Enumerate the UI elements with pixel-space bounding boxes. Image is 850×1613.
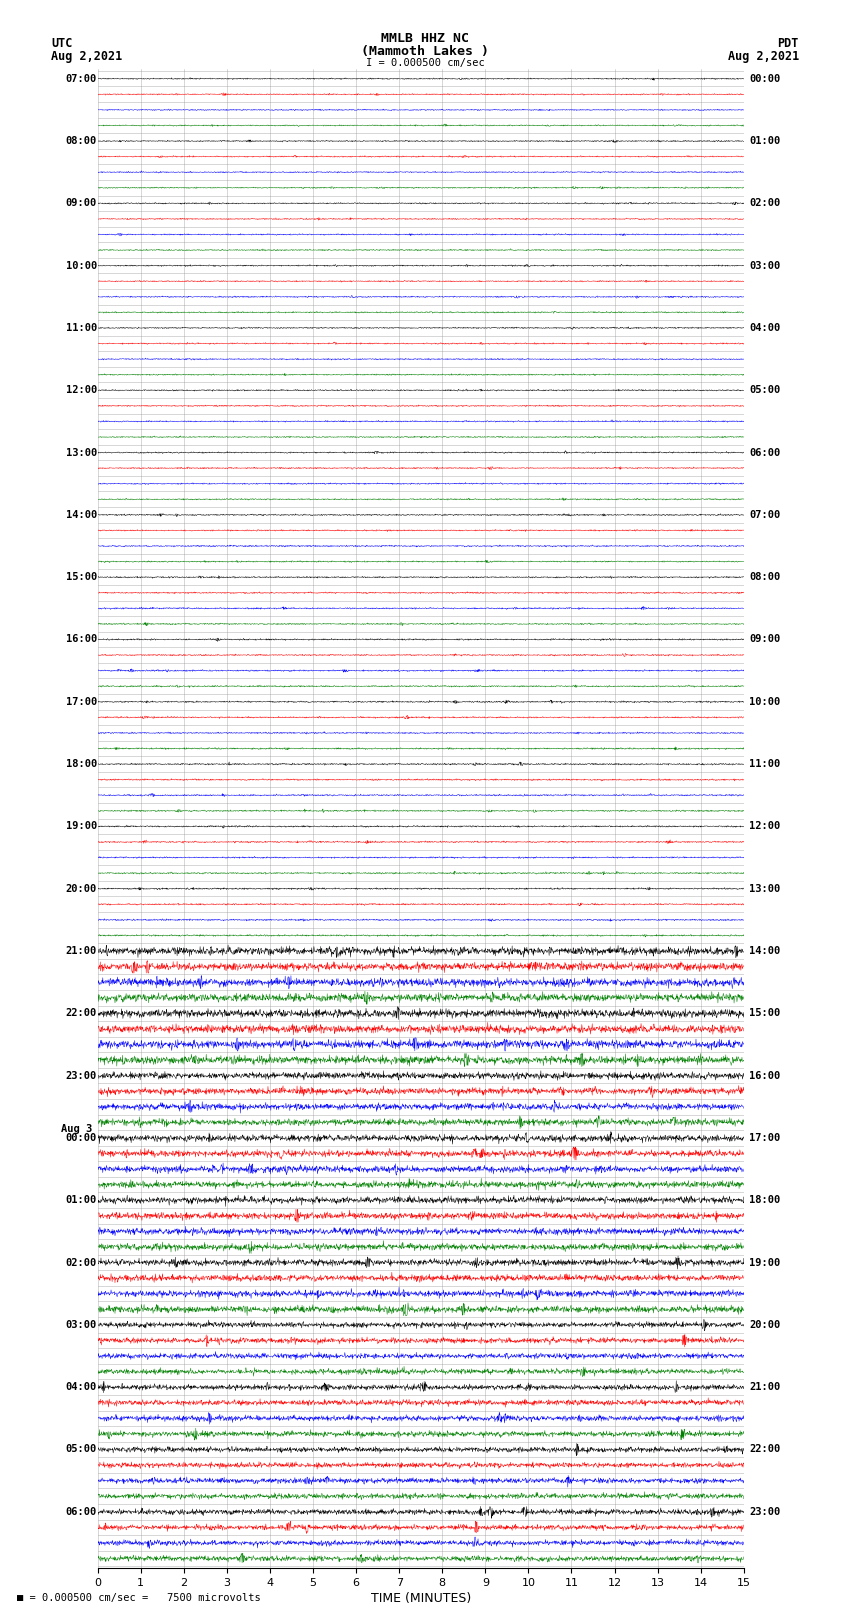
Text: 15:00: 15:00 — [65, 573, 97, 582]
Text: 05:00: 05:00 — [749, 386, 780, 395]
Text: 07:00: 07:00 — [749, 510, 780, 519]
Text: 13:00: 13:00 — [749, 884, 780, 894]
Text: 16:00: 16:00 — [749, 1071, 780, 1081]
Text: 20:00: 20:00 — [65, 884, 97, 894]
Text: ■ = 0.000500 cm/sec =   7500 microvolts: ■ = 0.000500 cm/sec = 7500 microvolts — [17, 1594, 261, 1603]
Text: 03:00: 03:00 — [65, 1319, 97, 1329]
Text: 04:00: 04:00 — [65, 1382, 97, 1392]
Text: 02:00: 02:00 — [65, 1258, 97, 1268]
Text: 19:00: 19:00 — [749, 1258, 780, 1268]
Text: 10:00: 10:00 — [65, 261, 97, 271]
Text: 04:00: 04:00 — [749, 323, 780, 332]
X-axis label: TIME (MINUTES): TIME (MINUTES) — [371, 1592, 471, 1605]
Text: 10:00: 10:00 — [749, 697, 780, 706]
Text: 01:00: 01:00 — [65, 1195, 97, 1205]
Text: Aug 3: Aug 3 — [61, 1124, 93, 1134]
Text: 08:00: 08:00 — [749, 573, 780, 582]
Text: 00:00: 00:00 — [65, 1132, 97, 1144]
Text: I = 0.000500 cm/sec: I = 0.000500 cm/sec — [366, 58, 484, 68]
Text: Aug 2,2021: Aug 2,2021 — [51, 50, 122, 63]
Text: PDT: PDT — [778, 37, 799, 50]
Text: 22:00: 22:00 — [65, 1008, 97, 1018]
Text: 05:00: 05:00 — [65, 1445, 97, 1455]
Text: 09:00: 09:00 — [749, 634, 780, 645]
Text: 02:00: 02:00 — [749, 198, 780, 208]
Text: 23:00: 23:00 — [749, 1507, 780, 1516]
Text: 22:00: 22:00 — [749, 1445, 780, 1455]
Text: 17:00: 17:00 — [749, 1132, 780, 1144]
Text: 16:00: 16:00 — [65, 634, 97, 645]
Text: 18:00: 18:00 — [65, 760, 97, 769]
Text: MMLB HHZ NC: MMLB HHZ NC — [381, 32, 469, 45]
Text: 13:00: 13:00 — [65, 447, 97, 458]
Text: 06:00: 06:00 — [65, 1507, 97, 1516]
Text: 00:00: 00:00 — [749, 74, 780, 84]
Text: 01:00: 01:00 — [749, 135, 780, 147]
Text: 14:00: 14:00 — [749, 945, 780, 957]
Text: (Mammoth Lakes ): (Mammoth Lakes ) — [361, 45, 489, 58]
Text: UTC: UTC — [51, 37, 72, 50]
Text: 03:00: 03:00 — [749, 261, 780, 271]
Text: 08:00: 08:00 — [65, 135, 97, 147]
Text: 11:00: 11:00 — [65, 323, 97, 332]
Text: 12:00: 12:00 — [65, 386, 97, 395]
Text: 07:00: 07:00 — [65, 74, 97, 84]
Text: 18:00: 18:00 — [749, 1195, 780, 1205]
Text: 21:00: 21:00 — [749, 1382, 780, 1392]
Text: 06:00: 06:00 — [749, 447, 780, 458]
Text: 19:00: 19:00 — [65, 821, 97, 831]
Text: 12:00: 12:00 — [749, 821, 780, 831]
Text: 17:00: 17:00 — [65, 697, 97, 706]
Text: 23:00: 23:00 — [65, 1071, 97, 1081]
Text: 21:00: 21:00 — [65, 945, 97, 957]
Text: 20:00: 20:00 — [749, 1319, 780, 1329]
Text: 11:00: 11:00 — [749, 760, 780, 769]
Text: 15:00: 15:00 — [749, 1008, 780, 1018]
Text: 14:00: 14:00 — [65, 510, 97, 519]
Text: Aug 2,2021: Aug 2,2021 — [728, 50, 799, 63]
Text: 09:00: 09:00 — [65, 198, 97, 208]
